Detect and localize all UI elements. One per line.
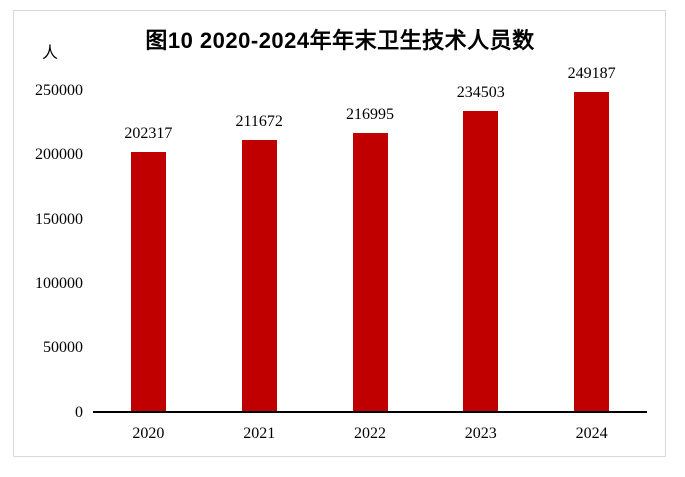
y-axis-tick-label: 0	[75, 403, 83, 421]
x-axis-tick-label: 2021	[243, 425, 276, 442]
bar-value-label: 249187	[567, 65, 616, 83]
bar-2021	[241, 140, 277, 413]
bar-value-label: 211672	[235, 113, 283, 131]
bar-2024	[574, 92, 610, 413]
chart-frame	[13, 10, 666, 457]
x-axis-line	[93, 411, 647, 413]
x-axis-tick-label: 2022	[354, 425, 386, 442]
y-axis-tick-label: 50000	[43, 339, 83, 357]
bar-value-label: 202317	[124, 125, 173, 143]
y-axis-tick-label: 250000	[35, 82, 83, 99]
bar-value-label: 216995	[346, 106, 394, 124]
bar-2023	[463, 110, 499, 413]
y-axis-tick-label: 150000	[35, 210, 83, 228]
bar-2022	[352, 133, 388, 413]
x-axis-tick-label: 2024	[575, 425, 608, 442]
y-axis-tick-label: 100000	[35, 274, 83, 292]
y-axis-tick-label: 200000	[35, 146, 83, 164]
bar-value-label: 234503	[456, 83, 505, 101]
x-axis-tick-label: 2023	[464, 425, 497, 442]
y-axis-unit-label: 人	[42, 45, 59, 62]
bar-2020	[130, 152, 166, 413]
x-axis-tick-label: 2020	[132, 425, 165, 442]
chart-title: 图10 2020-2024年年末卫生技术人员数	[145, 28, 535, 53]
